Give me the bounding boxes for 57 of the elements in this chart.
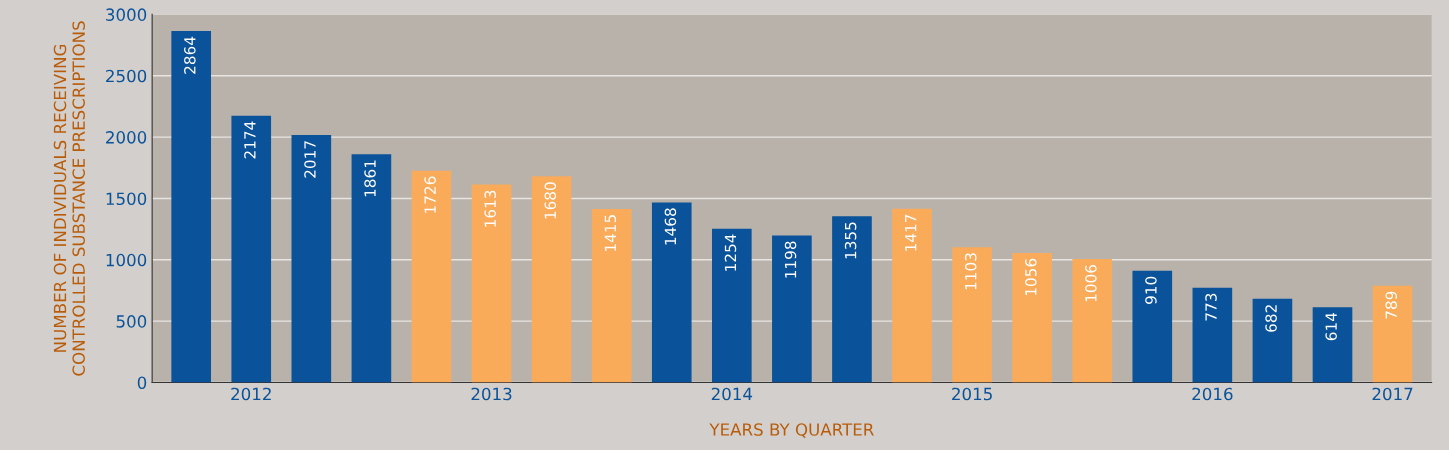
bar xyxy=(832,216,872,383)
y-tick-label: 2000 xyxy=(106,131,147,144)
bar xyxy=(1312,307,1353,383)
data-label: 2017 xyxy=(304,141,316,178)
data-label: 1417 xyxy=(905,214,917,251)
x-tick-label: 2012 xyxy=(231,387,271,401)
bar xyxy=(1132,270,1173,383)
bar xyxy=(291,135,332,383)
bar xyxy=(711,228,752,383)
bar xyxy=(1012,252,1052,383)
data-label: 2864 xyxy=(184,36,196,74)
bar xyxy=(411,170,452,383)
y-axis-title: NUMBER OF INDIVIDUALS RECEIVING CONTROLLED SUBSTANCE PRESCRIPTIONS xyxy=(53,21,85,376)
bar xyxy=(1372,285,1413,383)
data-label: 2174 xyxy=(244,121,256,159)
data-label: 1355 xyxy=(844,222,857,259)
bar xyxy=(952,247,992,383)
data-label: 910 xyxy=(1145,276,1157,304)
data-label: 1415 xyxy=(604,215,617,251)
bar xyxy=(892,208,932,383)
y-tick-label: 3000 xyxy=(106,8,147,21)
bar xyxy=(1192,287,1233,383)
bar xyxy=(471,184,512,383)
x-tick-label: 2015 xyxy=(952,387,992,401)
y-tick-label: 1500 xyxy=(106,192,147,206)
bar xyxy=(531,176,572,383)
data-label: 1680 xyxy=(544,182,557,219)
y-tick-label: 2500 xyxy=(106,69,147,83)
x-tick-label: 2017 xyxy=(1372,387,1413,401)
x-axis-title: YEARS BY QUARTER xyxy=(709,423,874,438)
y-tick-label: 1000 xyxy=(106,253,147,267)
bar xyxy=(351,154,392,383)
data-label: 682 xyxy=(1265,305,1277,332)
data-label: 1056 xyxy=(1025,258,1037,296)
bar xyxy=(1072,259,1113,383)
bar xyxy=(651,202,692,383)
data-label: 1613 xyxy=(484,190,496,227)
bar xyxy=(1252,298,1293,383)
data-label: 773 xyxy=(1205,293,1217,321)
data-label: 614 xyxy=(1325,312,1337,341)
data-label: 1103 xyxy=(964,253,977,290)
data-label: 1861 xyxy=(364,160,376,197)
data-label: 1726 xyxy=(424,176,436,213)
bar xyxy=(171,31,212,383)
data-label: 789 xyxy=(1385,291,1397,319)
bar xyxy=(231,115,272,383)
x-tick-label: 2016 xyxy=(1192,387,1233,401)
y-tick-label: 0 xyxy=(137,376,147,390)
data-label: 1006 xyxy=(1085,264,1097,302)
data-label: 1198 xyxy=(784,241,797,278)
data-label: 1254 xyxy=(724,234,737,271)
data-label: 1468 xyxy=(664,208,677,245)
x-tick-label: 2013 xyxy=(471,387,512,401)
y-tick-label: 500 xyxy=(116,315,147,328)
bar xyxy=(591,208,632,383)
x-tick-label: 2014 xyxy=(711,387,753,401)
bar xyxy=(772,235,812,383)
